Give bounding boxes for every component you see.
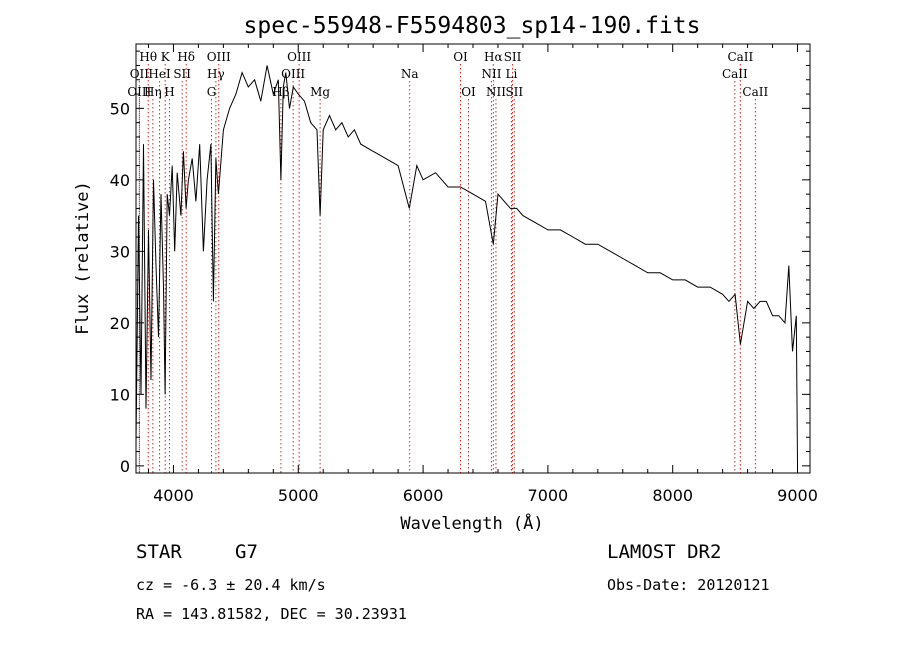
line-label: H	[164, 85, 174, 99]
line-label: Hη	[144, 85, 162, 99]
line-label: Hα	[484, 50, 503, 64]
redshift-velocity: cz = -6.3 ± 20.4 km/s	[136, 576, 326, 594]
y-tick-label: 30	[110, 242, 130, 261]
survey-name: LAMOST DR2	[607, 541, 722, 563]
line-label: Hθ	[139, 50, 157, 64]
line-label: OIII	[281, 67, 305, 81]
x-tick-label: 5000	[278, 486, 319, 505]
x-tick-label: 4000	[153, 486, 194, 505]
y-tick-label: 40	[110, 171, 130, 190]
spectrum-line	[135, 65, 798, 466]
line-label: OIII	[127, 85, 151, 99]
coordinates: RA = 143.81582, DEC = 30.23931	[136, 605, 407, 623]
line-label: NII	[481, 67, 501, 81]
x-tick-label: 7000	[528, 486, 569, 505]
x-axis-label: Wavelength (Å)	[400, 512, 543, 534]
line-label: OII	[130, 67, 150, 81]
line-label: OIII	[207, 50, 231, 64]
line-label: K	[161, 50, 171, 64]
line-label: CaII	[722, 67, 748, 81]
line-label: OIII	[287, 50, 311, 64]
line-label: SII	[173, 67, 191, 81]
y-axis-label: Flux (relative)	[73, 181, 93, 335]
emission-line-markers	[138, 64, 756, 473]
line-label: CaII	[742, 85, 768, 99]
line-label: OI	[453, 50, 468, 64]
line-label: NII	[486, 85, 506, 99]
x-axis-ticks: 4000 5000 6000 7000 8000 9000	[147, 44, 818, 505]
observation-date: Obs-Date: 20120121	[607, 576, 770, 594]
y-axis-ticks: 0 10 20 30 40 50	[110, 50, 810, 476]
line-label: Hδ	[177, 50, 195, 64]
line-label: SII	[505, 85, 523, 99]
line-label: Mg	[310, 85, 330, 99]
y-tick-label: 50	[110, 99, 130, 118]
line-label: Hβ	[272, 85, 289, 99]
line-label: HeI	[148, 67, 171, 81]
line-label: SII	[504, 50, 522, 64]
y-tick-label: 20	[110, 314, 130, 333]
x-tick-label: 9000	[777, 486, 818, 505]
line-label: G	[207, 85, 217, 99]
line-label: CaII	[727, 50, 753, 64]
line-label: Hγ	[207, 67, 225, 81]
x-tick-label: 6000	[403, 486, 444, 505]
line-label: Li	[506, 67, 518, 81]
y-tick-label: 10	[110, 385, 130, 404]
object-class: STAR	[136, 541, 182, 563]
x-tick-label: 8000	[652, 486, 693, 505]
line-label: Na	[401, 67, 419, 81]
y-tick-label: 0	[120, 457, 130, 476]
chart-title: spec-55948-F5594803_sp14-190.fits	[244, 13, 701, 39]
plot-frame	[135, 43, 811, 474]
line-label: OI	[461, 85, 476, 99]
object-subclass: G7	[235, 541, 258, 563]
